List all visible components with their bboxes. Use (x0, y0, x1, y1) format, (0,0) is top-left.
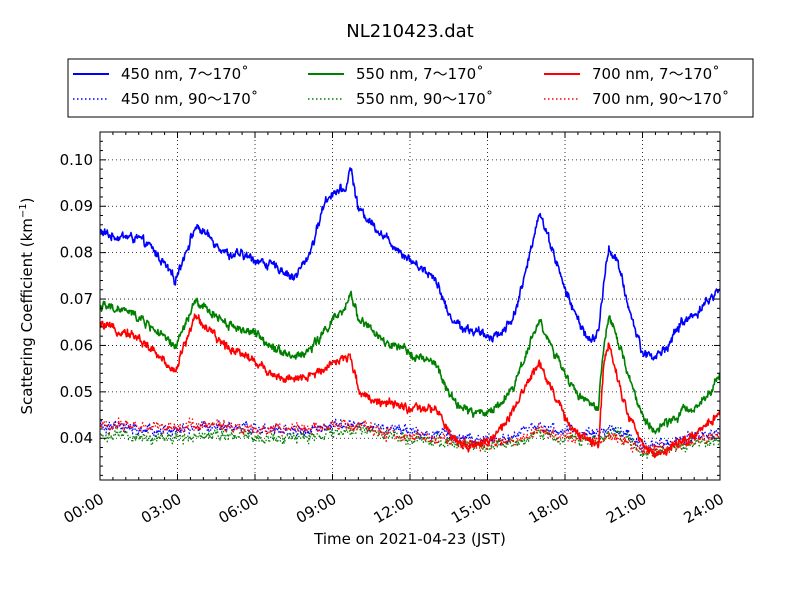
y-axis-label-close: ) (18, 197, 36, 203)
legend-label: 700 nm, 7～170˚ (592, 65, 720, 83)
x-tick-label: 06:00 (216, 490, 262, 527)
y-tick-label: 0.08 (60, 244, 93, 262)
x-tick-label: 12:00 (371, 490, 417, 527)
series-line-700-nm-90-170--dotted (100, 417, 720, 456)
y-tick-label: 0.10 (60, 151, 93, 169)
series-line-550-nm-7-170--solid (100, 290, 720, 435)
x-axis-label: Time on 2021-04-23 (JST) (313, 530, 506, 548)
series-line-450-nm-7-170--solid (100, 167, 720, 361)
x-tick-label: 18:00 (526, 490, 572, 527)
y-tick-label: 0.05 (60, 383, 93, 401)
x-tick-label: 09:00 (293, 490, 339, 527)
y-axis-label-main: Scattering Coefficient (km (18, 218, 36, 414)
y-tick-label: 0.06 (60, 336, 93, 354)
legend-label: 550 nm, 90～170˚ (356, 90, 493, 108)
y-tick-label: 0.07 (60, 290, 93, 308)
x-tick-labels: 00:00 03:00 06:00 09:00 12:00 15:00 18:00 21:00… (61, 490, 727, 527)
legend-label: 450 nm, 90～170˚ (121, 90, 258, 108)
x-tick-label: 21:00 (603, 490, 649, 527)
legend-label: 700 nm, 90～170˚ (592, 90, 729, 108)
series-group (100, 167, 720, 459)
legend-label: 550 nm, 7～170˚ (356, 65, 484, 83)
y-axis-label-superscript: −1 (18, 203, 29, 218)
y-tick-label: 0.09 (60, 197, 93, 215)
x-tick-label: 00:00 (61, 490, 107, 527)
x-tick-label: 24:00 (681, 490, 727, 527)
tick-marks (99, 131, 721, 480)
chart-title: NL210423.dat (346, 21, 473, 42)
series-line-700-nm-7-170--solid (100, 313, 720, 459)
plot-frame (99, 131, 721, 481)
legend-label: 450 nm, 7～170˚ (121, 65, 249, 83)
y-tick-labels: 0.04 0.05 0.06 0.07 0.08 0.09 0.10 (60, 151, 93, 447)
x-tick-label: 03:00 (138, 490, 184, 527)
legend: 450 nm, 7～170˚ 550 nm, 7～170˚ 700 nm, 7～17… (67, 58, 754, 118)
x-tick-label: 15:00 (448, 490, 494, 527)
y-axis-label: Scattering Coefficient (km−1) (18, 197, 36, 414)
legend-box (67, 58, 754, 118)
y-tick-label: 0.04 (60, 429, 93, 447)
